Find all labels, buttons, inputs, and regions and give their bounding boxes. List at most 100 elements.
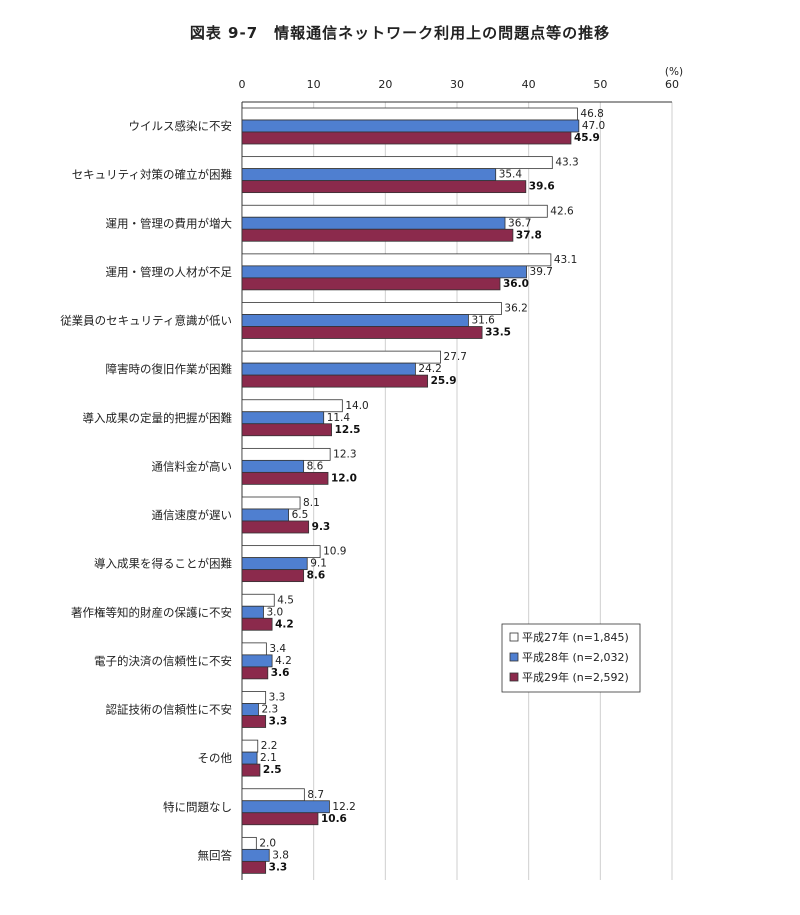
data-label: 3.3: [269, 861, 288, 873]
data-label: 3.6: [271, 667, 290, 679]
bar-2: [241, 508, 289, 522]
data-label: 2.1: [260, 752, 277, 764]
bar-2: [241, 703, 259, 716]
bar-3: [241, 423, 332, 437]
bar-3: [241, 860, 267, 874]
data-label: 36.2: [504, 303, 527, 315]
x-tick-label: 10: [307, 78, 321, 91]
bar-1: [241, 691, 267, 704]
x-tick-label: 0: [239, 78, 246, 91]
category-label: ウイルス感染に不安: [129, 119, 233, 133]
category-label: 無回答: [198, 848, 233, 862]
bar-3: [241, 471, 329, 485]
x-tick-label: 60: [665, 78, 679, 91]
bar-3: [241, 228, 514, 242]
bar-2: [241, 459, 305, 473]
x-tick-label: 40: [522, 78, 536, 91]
bar-1: [241, 836, 257, 850]
unit-label: (%): [665, 66, 683, 78]
bar-3: [241, 763, 261, 777]
bar-2: [241, 848, 270, 862]
bar-3: [241, 520, 310, 534]
data-label: 3.3: [269, 692, 286, 704]
chart-title: 図表 9-7 情報通信ネットワーク利用上の問題点等の推移: [189, 24, 611, 42]
data-label: 47.0: [582, 120, 605, 132]
category-label: 著作権等知的財産の保護に不安: [71, 605, 232, 619]
bar-1: [241, 739, 259, 753]
data-label: 8.6: [307, 460, 324, 472]
data-label: 11.4: [327, 412, 351, 424]
data-label: 12.0: [331, 472, 357, 484]
bar-3: [241, 180, 527, 194]
bar-1: [241, 253, 552, 267]
data-label: 10.6: [321, 813, 347, 825]
legend-box: [501, 623, 641, 693]
category-label: 通信料金が高い: [152, 459, 233, 473]
data-label: 42.6: [550, 205, 574, 217]
bar-1: [241, 156, 553, 170]
category-label: 障害時の復旧作業が困難: [106, 362, 233, 376]
data-label: 31.6: [471, 315, 495, 327]
category-label: セキュリティ対策の確立が困難: [72, 168, 232, 182]
data-label: 2.0: [259, 837, 276, 849]
x-tick-label: 50: [593, 78, 607, 91]
data-label: 45.9: [574, 132, 600, 144]
bar-2: [241, 557, 308, 571]
data-label: 8.7: [307, 789, 324, 801]
x-tick-label: 20: [378, 78, 392, 91]
data-label: 4.5: [277, 594, 294, 606]
data-label: 39.6: [529, 181, 555, 193]
bar-3: [241, 812, 319, 826]
bar-1: [241, 350, 441, 364]
bar-1: [241, 447, 331, 461]
bar-1: [241, 642, 267, 656]
data-label: 2.3: [261, 704, 278, 716]
data-label: 43.1: [554, 254, 577, 266]
bar-2: [241, 605, 264, 619]
legend-label: 平成28年 (n=2,032): [522, 650, 629, 664]
data-label: 12.3: [333, 448, 356, 460]
bar-1: [241, 204, 548, 218]
category-label: 従業員のセキュリティ意識が低い: [60, 314, 232, 328]
bar-2: [241, 119, 580, 133]
legend-swatch: [509, 672, 519, 682]
data-label: 6.5: [292, 509, 309, 521]
category-label: 導入成果の定量的把握が困難: [83, 411, 233, 425]
bar-1: [241, 788, 305, 802]
data-label: 24.2: [418, 363, 441, 375]
bar-2: [241, 216, 506, 230]
data-label: 36.0: [503, 278, 529, 290]
bar-3: [241, 277, 501, 291]
category-label: 運用・管理の人材が不足: [106, 265, 233, 279]
category-label: 電子的決済の信頼性に不安: [94, 654, 232, 668]
bar-1: [241, 545, 321, 559]
bar-2: [241, 800, 330, 814]
legend-label: 平成29年 (n=2,592): [522, 670, 629, 684]
bar-2: [241, 411, 325, 425]
data-label: 3.4: [269, 643, 286, 655]
bar-1: [241, 107, 578, 121]
category-label: 通信速度が遅い: [152, 508, 233, 522]
data-label: 35.4: [499, 169, 523, 181]
data-label: 9.3: [312, 521, 331, 533]
bar-3: [241, 715, 267, 728]
bar-2: [241, 751, 258, 765]
data-label: 14.0: [345, 400, 368, 412]
bar-3: [241, 326, 483, 339]
bar-2: [241, 168, 497, 182]
data-label: 37.8: [516, 229, 542, 241]
category-label: 認証技術の信頼性に不安: [106, 703, 233, 717]
data-label: 33.5: [485, 327, 511, 339]
category-label: 導入成果を得ることが困難: [94, 557, 232, 571]
bar-1: [241, 496, 301, 510]
data-label: 12.5: [335, 424, 361, 436]
data-label: 2.2: [261, 740, 278, 752]
bar-1: [241, 593, 275, 607]
bar-2: [241, 314, 469, 327]
legend-swatch: [509, 652, 519, 662]
x-tick-label: 30: [450, 78, 464, 91]
bar-1: [241, 302, 502, 315]
data-label: 46.8: [580, 108, 603, 120]
data-label: 43.3: [555, 157, 578, 169]
